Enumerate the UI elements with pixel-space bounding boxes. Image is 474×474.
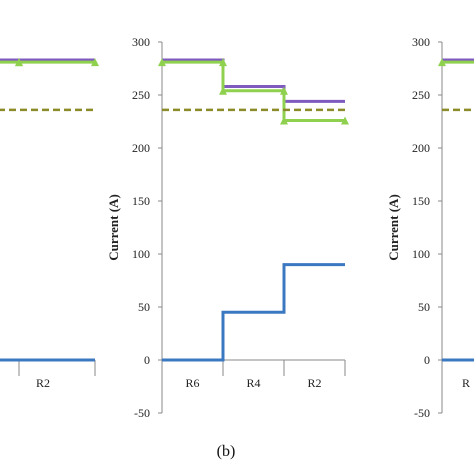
y-tick-label: 0	[144, 353, 150, 367]
y-tick-label: 250	[412, 88, 430, 102]
y-tick-label: 50	[418, 300, 430, 314]
y-axis-label: Current (A)	[106, 194, 121, 261]
series-blue-line	[162, 263, 345, 362]
y-tick-label: 250	[132, 88, 150, 102]
chart-right-partial: -50 0 50 100 150 200 250 300 Current (A) R	[386, 35, 474, 420]
x-category-label: R	[462, 376, 470, 390]
series-green-marker	[280, 116, 288, 125]
series-green-marker	[158, 58, 166, 67]
y-tick-label: 50	[138, 300, 150, 314]
chart-left-partial: R2	[0, 58, 99, 390]
x-category-label: R4	[246, 376, 260, 390]
series-green-marker	[280, 86, 288, 95]
y-tick-label: 0	[424, 353, 430, 367]
series-green-marker	[341, 116, 349, 125]
series-green-marker	[219, 86, 227, 95]
series-green-line	[162, 60, 345, 122]
y-axis-label: Current (A)	[386, 194, 401, 261]
x-category-label: R6	[185, 376, 199, 390]
y-tick-label: 300	[412, 35, 430, 49]
series-green-marker	[219, 58, 227, 67]
y-tick-label: -50	[414, 406, 430, 420]
x-category-label: R2	[307, 376, 321, 390]
chart-middle: -50 0 50 100 150 200 250 300 Current (A) R6 R4 R2	[106, 35, 349, 420]
x-category-label: R2	[36, 376, 50, 390]
y-tick-label: 300	[132, 35, 150, 49]
y-tick-label: 150	[412, 194, 430, 208]
y-tick-label: 100	[412, 247, 430, 261]
series-green-marker	[438, 58, 446, 67]
y-tick-label: 200	[412, 141, 430, 155]
y-tick-label: -50	[134, 406, 150, 420]
series-green-marker	[91, 58, 99, 67]
series-purple-line	[162, 58, 345, 103]
y-tick-label: 150	[132, 194, 150, 208]
panel-label-b: (b)	[217, 443, 236, 460]
series-green-marker	[15, 58, 23, 67]
y-tick-label: 100	[132, 247, 150, 261]
y-tick-label: 200	[132, 141, 150, 155]
